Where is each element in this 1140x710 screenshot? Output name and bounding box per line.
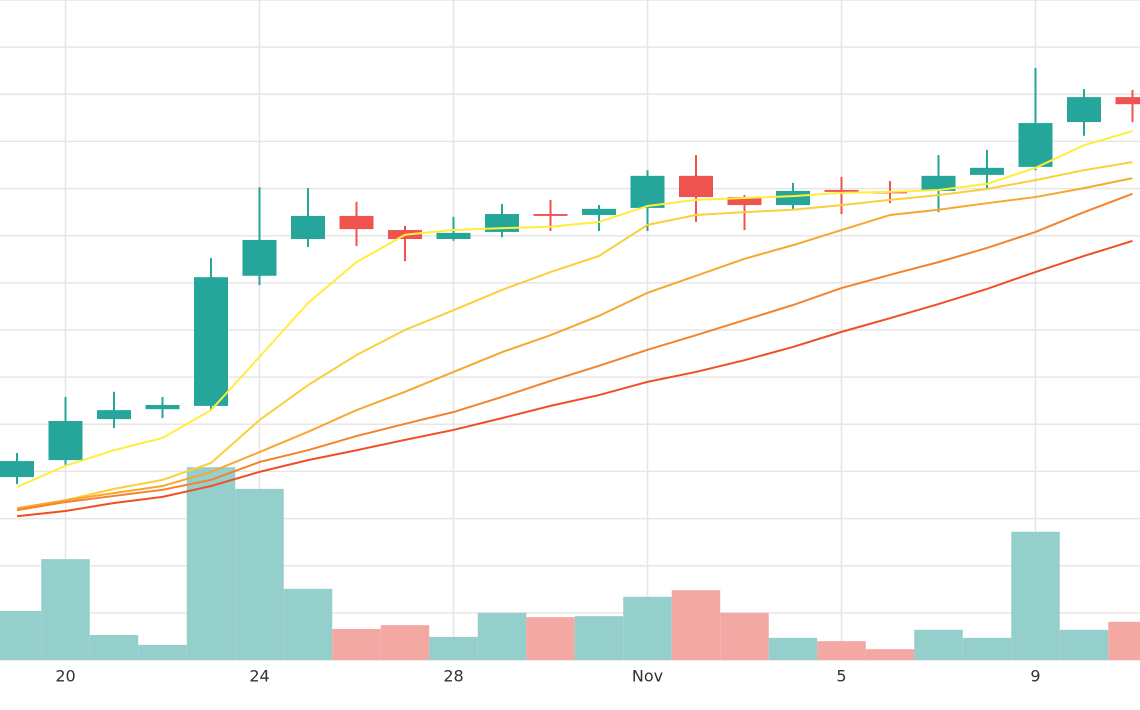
candle-body — [921, 175, 956, 191]
grid — [0, 0, 1140, 661]
volume-bar — [477, 612, 527, 660]
moving-averages — [16, 130, 1133, 518]
moving-average-line — [16, 192, 1133, 512]
candle-body — [630, 175, 665, 208]
candle-body — [1067, 97, 1101, 123]
moving-average-line — [16, 239, 1133, 518]
candle-body — [1018, 123, 1053, 167]
volume-bar — [1059, 629, 1109, 660]
x-tick-label: 5 — [836, 667, 846, 686]
moving-average-line — [16, 130, 1133, 488]
candle-body — [48, 420, 83, 461]
candles — [0, 67, 1140, 485]
volume-bar — [380, 625, 430, 660]
candle-body — [242, 239, 277, 276]
volume-bar — [429, 636, 478, 660]
candle-body — [194, 277, 228, 406]
moving-average-line — [16, 161, 1133, 512]
x-tick-label: 20 — [55, 667, 75, 686]
volume-bar — [1011, 531, 1060, 660]
candle-body — [97, 410, 131, 420]
volume-bar — [962, 637, 1012, 660]
candle-body — [824, 189, 859, 192]
x-axis: 20 24 28 Nov 5 9 — [55, 667, 1040, 686]
candle-body — [1115, 97, 1140, 105]
volume-bar — [186, 467, 236, 660]
volume-bar — [720, 612, 769, 660]
volume-bar — [332, 628, 381, 660]
x-tick-label: 28 — [443, 667, 463, 686]
moving-average-line — [16, 177, 1133, 510]
volume-bar — [235, 488, 284, 660]
volume-bar — [865, 649, 915, 660]
volume-bar — [914, 629, 963, 660]
candle-body — [776, 190, 810, 206]
volume-bar — [768, 637, 818, 660]
volume-bar — [526, 617, 575, 660]
x-tick-label: 24 — [249, 667, 269, 686]
x-tick-label: Nov — [632, 667, 663, 686]
volume-bar — [138, 644, 187, 660]
volume-bar — [623, 596, 672, 660]
candle-body — [339, 215, 374, 230]
candle-body — [582, 208, 616, 215]
volume-bar — [671, 590, 721, 660]
volume-bar — [574, 616, 624, 660]
candle-body — [436, 232, 471, 240]
candle-body — [145, 404, 180, 410]
volume-bar — [41, 559, 90, 660]
candle-body — [533, 214, 568, 216]
volume-bars — [0, 467, 1140, 660]
candle-body — [291, 215, 325, 240]
candle-body — [970, 167, 1004, 175]
candle-body — [727, 197, 762, 206]
volume-bar — [1108, 621, 1140, 660]
volume-bar — [89, 635, 139, 660]
candle-body — [679, 175, 713, 198]
x-tick-label: 9 — [1030, 667, 1040, 686]
volume-bar — [0, 610, 42, 660]
candle-body — [0, 461, 34, 478]
volume-bar — [817, 641, 866, 660]
volume-bar — [283, 588, 333, 660]
